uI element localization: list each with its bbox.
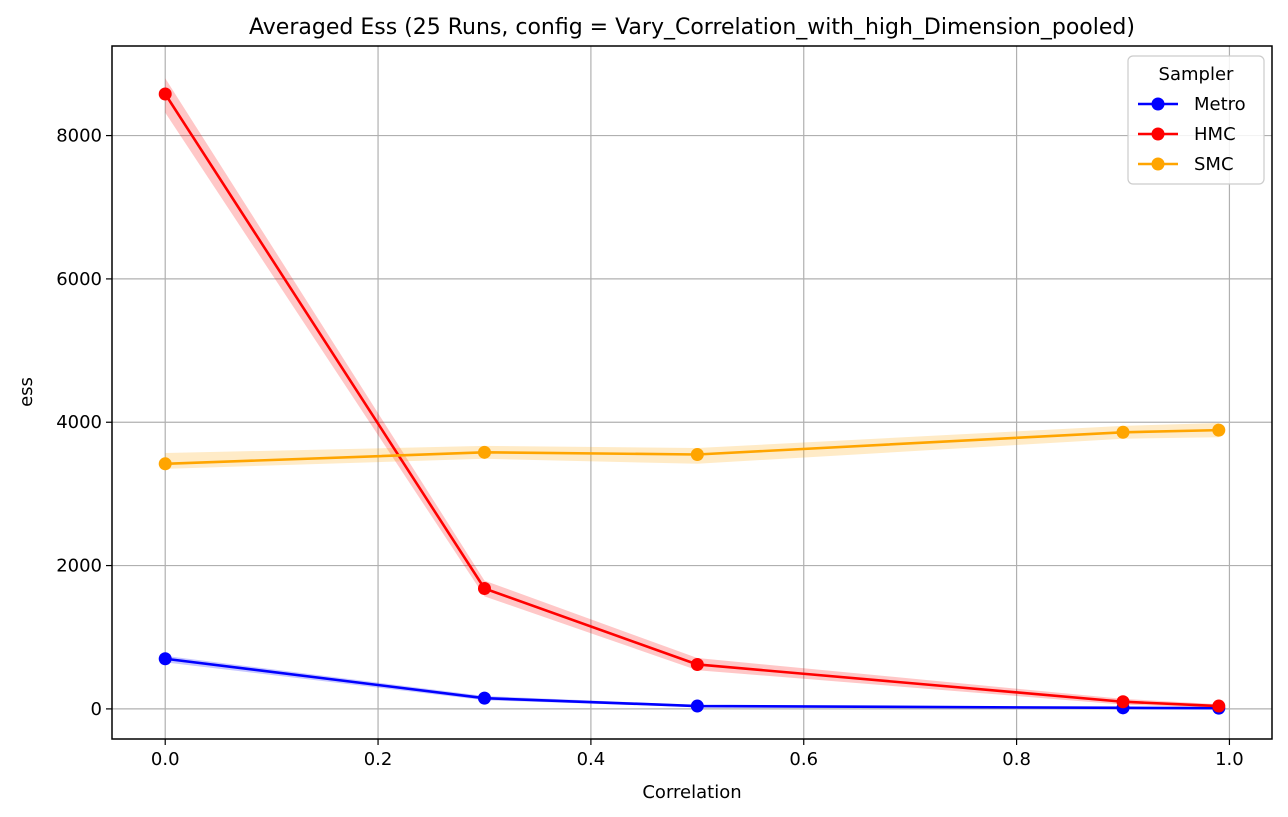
legend-entries: Metro HMC SMC bbox=[1138, 94, 1246, 175]
x-tick-label: 0.8 bbox=[1002, 749, 1031, 770]
y-tick-label: 6000 bbox=[56, 269, 102, 290]
x-axis-ticks: 0.0 0.2 0.4 0.6 0.8 1.0 bbox=[151, 739, 1244, 770]
y-tick-label: 2000 bbox=[56, 556, 102, 577]
legend-label-metro: Metro bbox=[1194, 94, 1246, 115]
data-point-smc bbox=[477, 445, 491, 459]
plot-frame bbox=[111, 45, 1273, 740]
data-point-metro bbox=[158, 652, 172, 666]
data-point-smc bbox=[158, 457, 172, 471]
legend-box bbox=[1127, 55, 1265, 185]
chart-title: Averaged Ess (25 Runs, config = Vary_Cor… bbox=[249, 15, 1135, 40]
data-point-hmc bbox=[477, 582, 491, 596]
y-axis-label: ess bbox=[16, 377, 37, 407]
data-point-metro bbox=[690, 699, 704, 713]
data-point-hmc bbox=[690, 657, 704, 671]
x-tick-label: 0.6 bbox=[789, 749, 818, 770]
y-tick-label: 8000 bbox=[56, 126, 102, 147]
data-point-hmc bbox=[1212, 699, 1226, 713]
legend-title: Sampler bbox=[1159, 64, 1234, 85]
x-tick-label: 0.2 bbox=[364, 749, 393, 770]
legend-label-hmc: HMC bbox=[1194, 124, 1236, 145]
y-tick-label: 4000 bbox=[56, 412, 102, 433]
legend-marker-metro bbox=[1151, 97, 1165, 111]
x-tick-label: 0.0 bbox=[151, 749, 180, 770]
x-axis-label: Correlation bbox=[642, 782, 741, 803]
x-tick-label: 0.4 bbox=[577, 749, 606, 770]
data-point-smc bbox=[1212, 423, 1226, 437]
legend-label-smc: SMC bbox=[1194, 154, 1234, 175]
confidence-bands bbox=[165, 78, 1219, 709]
y-axis-ticks: 0 2000 4000 6000 8000 bbox=[56, 126, 112, 720]
data-point-smc bbox=[690, 447, 704, 461]
legend: Sampler Metro HMC SMC bbox=[1127, 55, 1265, 185]
data-point-metro bbox=[477, 691, 491, 705]
data-point-hmc bbox=[158, 87, 172, 101]
data-point-smc bbox=[1116, 425, 1130, 439]
confidence-band-smc bbox=[165, 422, 1219, 469]
legend-marker-smc bbox=[1151, 157, 1165, 171]
y-tick-label: 0 bbox=[91, 699, 102, 720]
x-tick-label: 1.0 bbox=[1215, 749, 1244, 770]
legend-marker-hmc bbox=[1151, 127, 1165, 141]
series-markers bbox=[158, 87, 1226, 715]
data-point-hmc bbox=[1116, 695, 1130, 709]
